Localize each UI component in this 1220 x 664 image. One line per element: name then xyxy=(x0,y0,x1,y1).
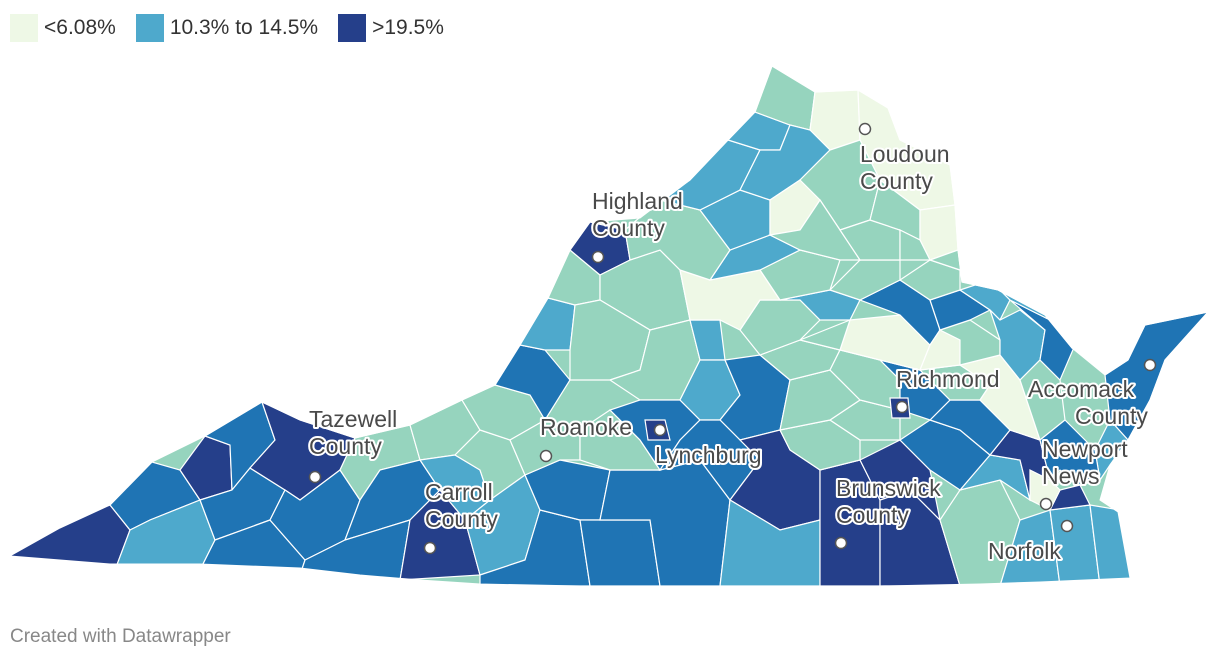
label-loudoun: Loudoun County xyxy=(860,141,956,194)
label-richmond: Richmond xyxy=(896,366,1000,392)
legend-item-high: >19.5% xyxy=(338,14,444,42)
marker-lynchburg[interactable] xyxy=(653,423,667,437)
label-highland: Highland County xyxy=(592,188,689,241)
county-northampton xyxy=(1094,418,1129,482)
map-svg: Loudoun County Highland County Tazewell … xyxy=(8,65,1210,588)
legend-swatch-high xyxy=(338,14,367,42)
marker-highland[interactable] xyxy=(591,250,605,264)
county-regions xyxy=(10,66,1208,587)
legend-swatch-low xyxy=(10,14,38,42)
marker-richmond[interactable] xyxy=(895,400,909,414)
marker-accomack[interactable] xyxy=(1143,358,1157,372)
marker-norfolk[interactable] xyxy=(1060,519,1074,533)
place-markers xyxy=(308,122,1157,555)
label-carroll: Carroll County xyxy=(425,479,499,532)
county-isle-east xyxy=(1039,419,1101,486)
county-culpeper xyxy=(768,198,862,261)
label-tazewell: Tazewell County xyxy=(309,406,404,459)
marker-tazewell[interactable] xyxy=(308,470,322,484)
marker-newport-news[interactable] xyxy=(1039,497,1053,511)
marker-roanoke[interactable] xyxy=(539,449,553,463)
county-henry xyxy=(579,519,661,587)
county-york xyxy=(1019,359,1066,442)
state-outline xyxy=(8,65,1210,588)
map-legend: <6.08% 10.3% to 14.5% >19.5% xyxy=(10,14,444,42)
county-newport-news xyxy=(1029,469,1061,511)
place-labels: Loudoun County Highland County Tazewell … xyxy=(307,139,1150,566)
marker-loudoun[interactable] xyxy=(858,122,872,136)
marker-carroll[interactable] xyxy=(423,541,437,555)
county-alleghany xyxy=(519,297,576,351)
attribution-footer[interactable]: Created with Datawrapper xyxy=(10,626,231,647)
marker-brunswick[interactable] xyxy=(834,536,848,550)
label-lynchburg: Lynchburg xyxy=(655,442,762,468)
label-roanoke: Roanoke xyxy=(540,414,632,440)
label-norfolk: Norfolk xyxy=(988,538,1061,564)
label-newport-news: Newport News xyxy=(1042,436,1134,489)
county-powhatan xyxy=(798,318,851,351)
county-spotsylvania xyxy=(828,259,901,301)
legend-label-low: <6.08% xyxy=(44,16,116,39)
legend-item-low: <6.08% xyxy=(10,14,116,42)
virginia-county-map: Loudoun County Highland County Tazewell … xyxy=(8,65,1210,588)
label-accomack: Accomack County xyxy=(1028,376,1148,429)
label-brunswick: Brunswick County xyxy=(836,475,947,528)
legend-label-high: >19.5% xyxy=(372,16,444,39)
legend-label-mid: 10.3% to 14.5% xyxy=(169,16,319,39)
legend-swatch-mid xyxy=(135,14,164,42)
legend-item-mid: 10.3% to 14.5% xyxy=(135,14,319,42)
county-caroline xyxy=(898,259,961,301)
